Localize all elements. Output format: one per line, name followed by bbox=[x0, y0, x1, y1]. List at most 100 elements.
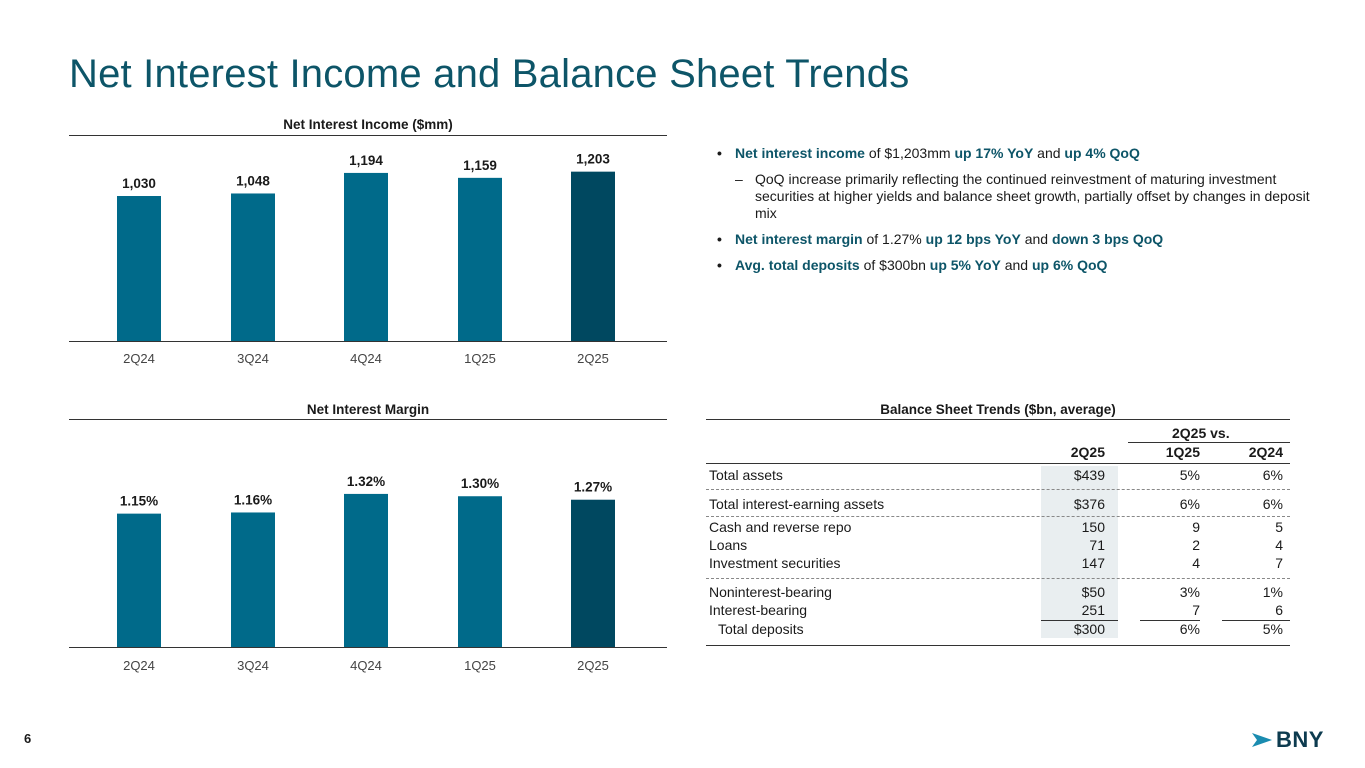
data-label-4Q24: 1,194 bbox=[349, 153, 383, 168]
bar-2Q24 bbox=[117, 513, 161, 647]
header-rule bbox=[706, 463, 1290, 464]
row-label: Interest-bearing bbox=[709, 602, 808, 618]
column-shade-2q25 bbox=[1041, 466, 1118, 638]
cell: 147 bbox=[1081, 555, 1105, 571]
bar-2Q25 bbox=[571, 171, 615, 341]
column-header: 2Q25 bbox=[1070, 444, 1105, 460]
group-header: 2Q25 vs. bbox=[1172, 425, 1230, 441]
bny-logo: BNY bbox=[1252, 727, 1324, 753]
tick-label-1Q25: 1Q25 bbox=[464, 351, 496, 366]
commentary-bullets: • Net interest income of $1,203mm up 17%… bbox=[715, 145, 1310, 283]
row-divider bbox=[706, 516, 1290, 517]
cell: 6 bbox=[1275, 602, 1283, 618]
tick-label-4Q24: 4Q24 bbox=[350, 351, 382, 366]
column-header: 1Q25 bbox=[1165, 444, 1200, 460]
cell: 5 bbox=[1275, 519, 1283, 535]
bar-3Q24 bbox=[231, 193, 275, 341]
sub-bullet-qoq: – QoQ increase primarily reflecting the … bbox=[715, 171, 1310, 222]
logo-text: BNY bbox=[1276, 727, 1324, 752]
page-title: Net Interest Income and Balance Sheet Tr… bbox=[69, 52, 910, 96]
bullet-deposits: • Avg. total deposits of $300bn up 5% Yo… bbox=[715, 257, 1310, 274]
cell: 4 bbox=[1192, 555, 1200, 571]
table-bottom-rule bbox=[706, 645, 1290, 646]
cell: 2 bbox=[1192, 537, 1200, 553]
bullet-dot: • bbox=[717, 231, 722, 247]
net-interest-margin-plot: 1.15% 2Q24 1.16% 3Q24 1.32% 4Q24 1.30% 1Q25 1.27… bbox=[69, 474, 667, 673]
cell: $439 bbox=[1073, 467, 1105, 483]
cell: 6% bbox=[1179, 621, 1200, 637]
tick-label-4Q24: 4Q24 bbox=[350, 658, 382, 673]
bullet-text: Avg. total deposits of $300bn up 5% YoY … bbox=[735, 257, 1108, 273]
bullet-text: Net interest margin of 1.27% up 12 bps Y… bbox=[735, 231, 1164, 247]
bar-3Q24 bbox=[231, 512, 275, 647]
column-header: 2Q24 bbox=[1248, 444, 1283, 460]
row-label: Cash and reverse repo bbox=[709, 519, 852, 535]
cell: 71 bbox=[1089, 537, 1105, 553]
tick-label-2Q24: 2Q24 bbox=[123, 658, 155, 673]
cell: 7 bbox=[1192, 602, 1200, 618]
tick-label-3Q24: 3Q24 bbox=[237, 658, 269, 673]
cell: 5% bbox=[1179, 467, 1200, 483]
cell: 6% bbox=[1262, 467, 1283, 483]
cell: 1% bbox=[1262, 584, 1283, 600]
chart-top-rule bbox=[69, 419, 667, 420]
bar-1Q25 bbox=[458, 496, 502, 647]
row-label: Total assets bbox=[709, 467, 783, 483]
tick-label-2Q24: 2Q24 bbox=[123, 351, 155, 366]
data-label-3Q24: 1,048 bbox=[236, 173, 270, 188]
data-label-1Q25: 1.30% bbox=[461, 476, 499, 491]
chart-title: Net Interest Margin bbox=[306, 402, 430, 417]
chart-title: Net Interest Income ($mm) bbox=[283, 117, 453, 132]
cell: 7 bbox=[1275, 555, 1283, 571]
cell: 150 bbox=[1081, 519, 1105, 535]
sub-bullet-text: QoQ increase primarily reflecting the co… bbox=[755, 171, 1310, 221]
row-label: Total interest-earning assets bbox=[709, 496, 885, 512]
bullet-dot: • bbox=[717, 145, 722, 161]
chart-top-rule bbox=[69, 135, 667, 136]
cell: $50 bbox=[1081, 584, 1105, 600]
net-interest-income-plot: 1,030 2Q24 1,048 3Q24 1,194 4Q24 1,159 1Q25 1,20… bbox=[69, 152, 667, 366]
bar-4Q24 bbox=[344, 493, 388, 647]
page-number: 6 bbox=[24, 731, 32, 746]
table-title: Balance Sheet Trends ($bn, average) bbox=[880, 402, 1116, 417]
tick-label-2Q25: 2Q25 bbox=[577, 351, 609, 366]
sub-bullet-dash: – bbox=[735, 171, 743, 187]
group-header-rule bbox=[1128, 442, 1290, 443]
subtotal-rule bbox=[1222, 620, 1290, 621]
data-label-2Q24: 1.15% bbox=[120, 494, 158, 509]
bar-2Q24 bbox=[117, 196, 161, 341]
row-divider bbox=[706, 489, 1290, 490]
cell: 4 bbox=[1275, 537, 1283, 553]
bullet-nii: • Net interest income of $1,203mm up 17%… bbox=[715, 145, 1310, 162]
cell: 9 bbox=[1192, 519, 1200, 535]
cell: $300 bbox=[1073, 621, 1105, 637]
row-label: Total deposits bbox=[718, 621, 804, 637]
cell: 6% bbox=[1179, 496, 1200, 512]
subtotal-rule bbox=[1140, 620, 1200, 621]
table-top-rule bbox=[706, 419, 1290, 420]
cell: 5% bbox=[1262, 621, 1283, 637]
cell: 251 bbox=[1081, 602, 1105, 618]
cell: 3% bbox=[1179, 584, 1200, 600]
bar-2Q25 bbox=[571, 499, 615, 647]
bullet-text: Net interest income of $1,203mm up 17% Y… bbox=[735, 145, 1140, 161]
row-label: Investment securities bbox=[709, 555, 841, 571]
tick-label-2Q25: 2Q25 bbox=[577, 658, 609, 673]
data-label-4Q24: 1.32% bbox=[347, 474, 385, 489]
data-label-1Q25: 1,159 bbox=[463, 158, 497, 173]
bullet-dot: • bbox=[717, 257, 722, 273]
cell: $376 bbox=[1073, 496, 1105, 512]
tick-label-1Q25: 1Q25 bbox=[464, 658, 496, 673]
row-label: Noninterest-bearing bbox=[709, 584, 832, 600]
data-label-2Q24: 1,030 bbox=[122, 176, 156, 191]
bar-1Q25 bbox=[458, 177, 502, 341]
subtotal-rule bbox=[1041, 620, 1118, 621]
bar-4Q24 bbox=[344, 172, 388, 341]
data-label-3Q24: 1.16% bbox=[234, 492, 272, 507]
row-divider bbox=[706, 578, 1290, 579]
cell: 6% bbox=[1262, 496, 1283, 512]
tick-label-3Q24: 3Q24 bbox=[237, 351, 269, 366]
logo-arrow-icon bbox=[1252, 733, 1272, 747]
data-label-2Q25: 1,203 bbox=[576, 152, 610, 167]
data-label-2Q25: 1.27% bbox=[574, 480, 612, 495]
